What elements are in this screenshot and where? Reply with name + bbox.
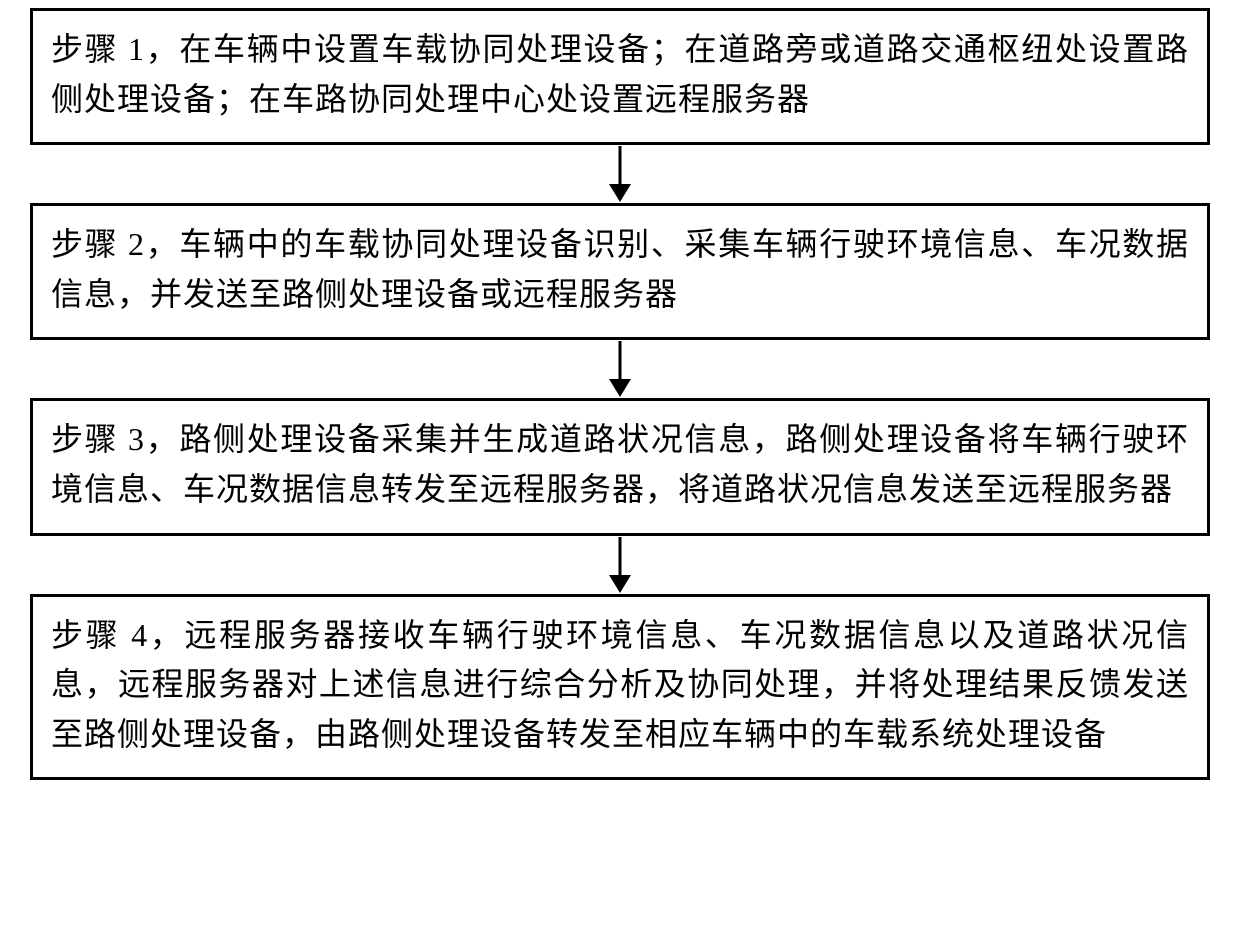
flowchart-step-3: 步骤 3，路侧处理设备采集并生成道路状况信息，路侧处理设备将车辆行驶环境信息、车… bbox=[30, 398, 1210, 535]
arrow-down-icon bbox=[605, 146, 635, 202]
step-text: 步骤 1，在车辆中设置车载协同处理设备；在道路旁或道路交通枢纽处设置路侧处理设备… bbox=[51, 25, 1189, 124]
arrow-down-icon bbox=[605, 537, 635, 593]
step-text: 步骤 4，远程服务器接收车辆行驶环境信息、车况数据信息以及道路状况信息，远程服务… bbox=[51, 611, 1189, 760]
flowchart-arrow-2 bbox=[30, 340, 1210, 398]
flowchart-step-2: 步骤 2，车辆中的车载协同处理设备识别、采集车辆行驶环境信息、车况数据信息，并发… bbox=[30, 203, 1210, 340]
flowchart-arrow-3 bbox=[30, 536, 1210, 594]
step-text: 步骤 2，车辆中的车载协同处理设备识别、采集车辆行驶环境信息、车况数据信息，并发… bbox=[51, 220, 1189, 319]
flowchart-step-1: 步骤 1，在车辆中设置车载协同处理设备；在道路旁或道路交通枢纽处设置路侧处理设备… bbox=[30, 8, 1210, 145]
flowchart-step-4: 步骤 4，远程服务器接收车辆行驶环境信息、车况数据信息以及道路状况信息，远程服务… bbox=[30, 594, 1210, 781]
arrow-down-icon bbox=[605, 341, 635, 397]
flowchart-arrow-1 bbox=[30, 145, 1210, 203]
step-text: 步骤 3，路侧处理设备采集并生成道路状况信息，路侧处理设备将车辆行驶环境信息、车… bbox=[51, 415, 1189, 514]
flowchart-container: 步骤 1，在车辆中设置车载协同处理设备；在道路旁或道路交通枢纽处设置路侧处理设备… bbox=[30, 8, 1210, 780]
